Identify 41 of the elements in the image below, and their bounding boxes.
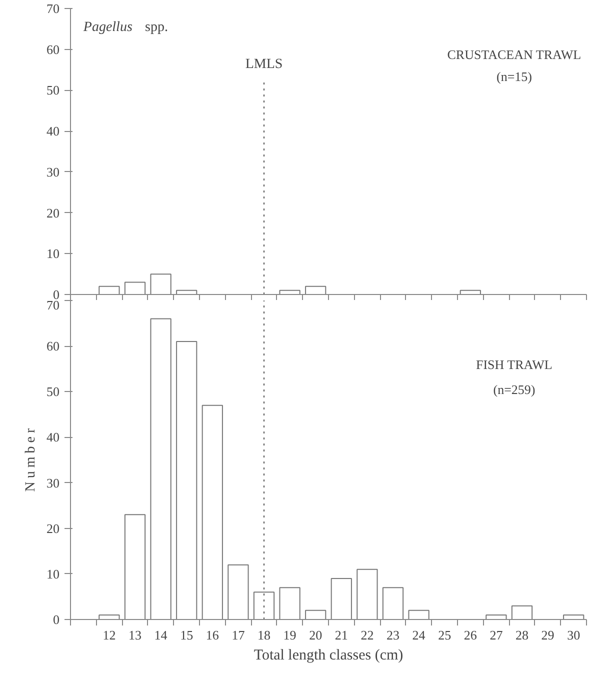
- x-tick-label: 24: [412, 628, 426, 642]
- annotation: (n=15): [496, 69, 532, 84]
- x-tick-label: 17: [232, 628, 246, 642]
- y-tick-label: 20: [46, 205, 60, 220]
- y-tick-label: 40: [46, 430, 60, 445]
- y-tick-label: 30: [46, 164, 60, 180]
- annotation: (n=259): [493, 382, 536, 397]
- x-tick-label: 28: [516, 628, 528, 642]
- y-axis-title: N u m b e r: [24, 428, 38, 492]
- x-tick-label: 12: [102, 628, 116, 642]
- x-tick-label: 23: [386, 628, 400, 642]
- x-tick-label: 22: [360, 628, 374, 642]
- x-axis-title: Total length classes (cm): [254, 648, 404, 664]
- y-tick-label: 60: [46, 338, 60, 354]
- text: Pagellus spp.: [82, 20, 168, 35]
- x-tick-label: 21: [334, 628, 348, 642]
- y-tick-label: 70: [46, 1, 60, 16]
- x-tick-label: 13: [128, 628, 142, 642]
- x-tick-label: 25: [438, 628, 452, 642]
- y-tick-label: 30: [46, 475, 60, 490]
- y-tick-label: 10: [46, 566, 60, 582]
- x-tick-label: 16: [206, 628, 220, 642]
- y-tick-label: 60: [46, 42, 60, 57]
- x-tick-label: 30: [567, 628, 580, 642]
- y-tick-label: 20: [46, 520, 60, 536]
- y-tick-label: 10: [46, 246, 60, 262]
- x-tick-label: 27: [490, 628, 504, 642]
- x-tick-label: 15: [180, 628, 194, 642]
- ref-line-label: LMLS: [245, 56, 283, 72]
- annotation: FISH TRAWL: [476, 356, 552, 372]
- x-tick-label: 20: [309, 628, 322, 642]
- y-tick-label: 50: [46, 384, 60, 400]
- y-tick-label: 0: [53, 612, 60, 627]
- y-tick-label: 40: [46, 124, 60, 139]
- annotation: CRUSTACEAN TRAWL: [447, 46, 582, 62]
- x-tick-label: 18: [258, 628, 270, 642]
- x-tick-label: 19: [283, 628, 296, 642]
- y-tick-label: 50: [46, 82, 60, 98]
- x-tick-label: 14: [154, 628, 168, 642]
- x-tick-label: 26: [464, 628, 478, 642]
- x-tick-label: 29: [541, 628, 554, 642]
